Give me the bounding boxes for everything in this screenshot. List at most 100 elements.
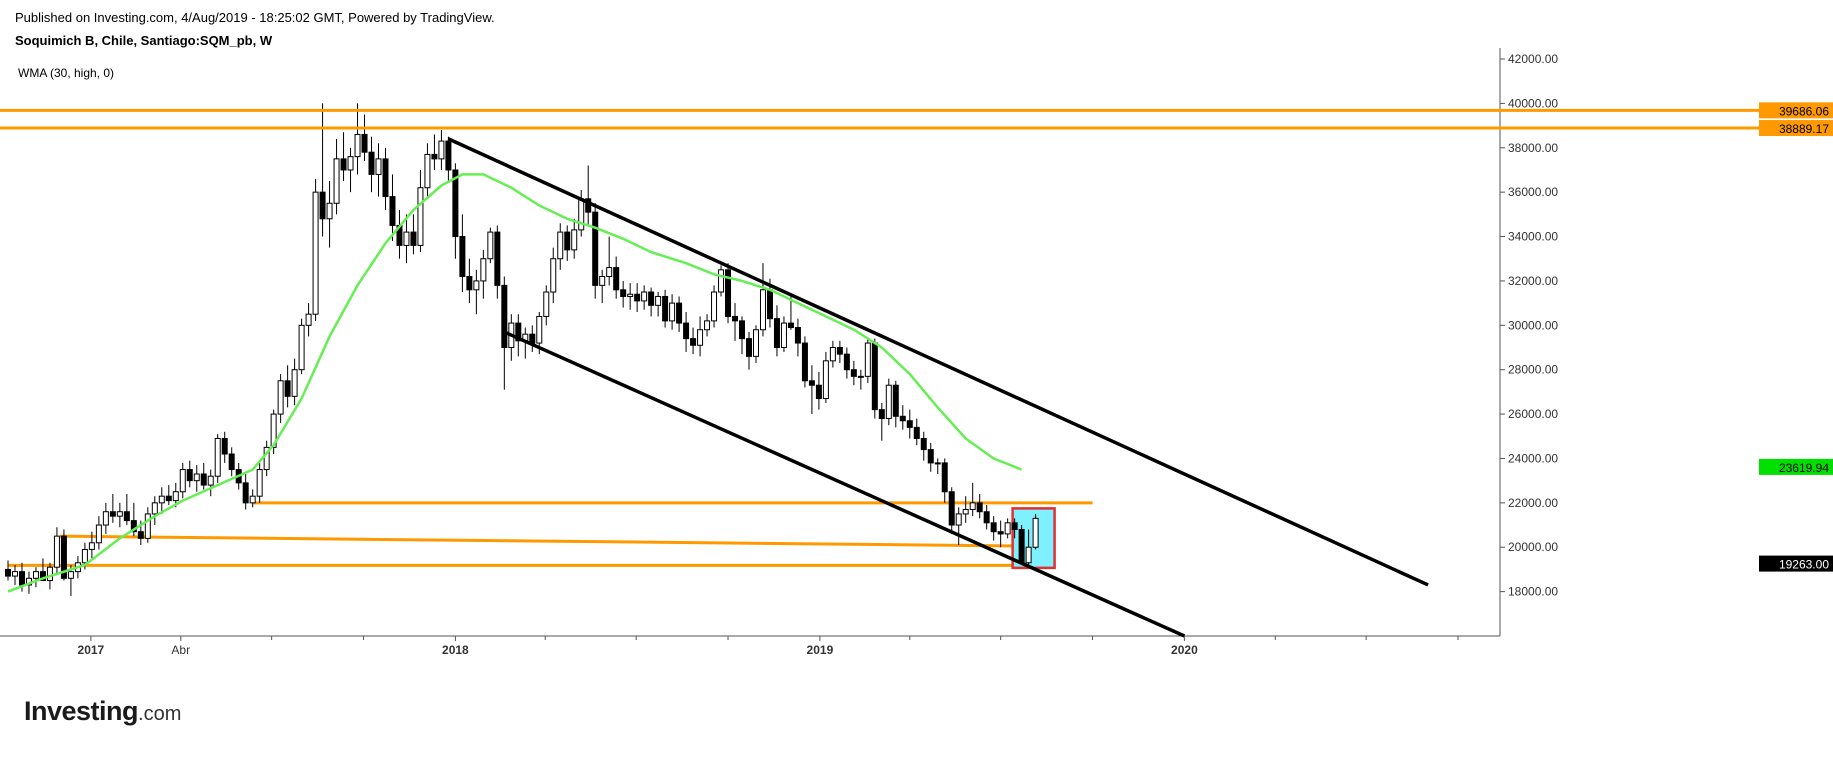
candle-down <box>725 269 732 317</box>
candle-down <box>501 284 508 349</box>
y-tick-label: 24000.00 <box>1508 451 1558 465</box>
x-tick-label: 2018 <box>442 643 469 657</box>
candle-down <box>18 571 25 586</box>
candle-up <box>326 202 333 220</box>
wma-layer <box>7 173 1023 593</box>
candle-down <box>745 338 752 357</box>
candle-down <box>109 511 116 517</box>
candle-down <box>906 420 913 428</box>
y-tick-label: 28000.00 <box>1508 363 1558 377</box>
candle-up <box>207 475 214 486</box>
candle-up <box>480 258 487 282</box>
candle-down <box>801 342 808 382</box>
candle-down <box>892 384 899 417</box>
candle-up <box>934 462 941 465</box>
candle-down <box>382 158 389 198</box>
candle-down <box>913 426 920 439</box>
candle-up <box>885 384 892 420</box>
x-tick-label: 2020 <box>1171 643 1198 657</box>
candle-down <box>878 409 885 420</box>
candle-up <box>599 275 606 286</box>
candle-down <box>389 196 396 226</box>
candle-up <box>962 509 969 515</box>
channel-line <box>447 137 1429 587</box>
candle-down <box>445 140 452 171</box>
candle-up <box>67 571 74 579</box>
candle-up <box>151 502 158 515</box>
candle-down <box>60 535 67 579</box>
candle-up <box>752 329 759 357</box>
candle-up <box>571 229 578 251</box>
candle-up <box>655 295 662 306</box>
y-tick-label: 22000.00 <box>1508 496 1558 510</box>
candle-down <box>676 302 683 324</box>
candle-down <box>690 338 697 346</box>
candle-up <box>969 502 976 511</box>
y-tick-label: 20000.00 <box>1508 540 1558 554</box>
candle-up <box>88 542 95 550</box>
candle-down <box>5 568 11 577</box>
candle-down <box>242 482 249 504</box>
candle-down <box>39 571 46 582</box>
logo-main-text: Investing <box>24 696 139 726</box>
x-tick-label: 2019 <box>807 643 834 657</box>
candle-up <box>298 324 305 371</box>
y-tick-label: 32000.00 <box>1508 274 1558 288</box>
candle-up <box>487 231 494 260</box>
candle-up <box>759 289 766 331</box>
candle-up <box>1032 517 1039 548</box>
candle-up <box>102 511 109 526</box>
candle-up <box>718 269 725 293</box>
candle-down <box>340 158 347 171</box>
candle-down <box>941 462 948 493</box>
published-line: Published on Investing.com, 4/Aug/2019 -… <box>15 10 495 25</box>
candle-up <box>1004 522 1011 535</box>
candle-down <box>123 511 130 522</box>
candle-up <box>780 322 787 349</box>
candle-down <box>850 369 857 377</box>
candle-down <box>361 133 368 153</box>
candle-down <box>997 531 1004 535</box>
candle-down <box>1011 522 1018 530</box>
candle-up <box>291 369 298 397</box>
candle-down <box>871 342 878 411</box>
candle-down <box>410 231 417 246</box>
candle-up <box>711 291 718 322</box>
resistance-price-label: 38889.17 <box>1779 122 1829 136</box>
candle-down <box>634 293 641 302</box>
candle-up <box>263 446 270 471</box>
candle-up <box>403 231 410 246</box>
candle-down <box>787 322 794 329</box>
candle-down <box>620 289 627 297</box>
candle-up <box>144 513 151 539</box>
resistance-price-tag <box>1759 120 1833 137</box>
price-labels: 39686.06 38889.17 23619.94 19263.00 <box>1759 102 1833 572</box>
candle-down <box>452 169 459 238</box>
candle-down <box>773 318 780 348</box>
wma-price-label: 23619.94 <box>1779 461 1829 475</box>
candle-up <box>11 571 18 577</box>
candle-up <box>578 198 585 231</box>
y-tick-label: 18000.00 <box>1508 585 1558 599</box>
candle-down <box>494 231 501 286</box>
last-price-tag <box>1759 555 1833 572</box>
candle-up <box>424 153 431 189</box>
candle-up <box>829 347 836 362</box>
y-tick-label: 34000.00 <box>1508 230 1558 244</box>
candle-up <box>550 258 557 293</box>
support-line <box>59 534 1031 548</box>
candle-up <box>417 187 424 246</box>
candle-up <box>172 491 179 502</box>
candle-down <box>808 380 815 386</box>
candle-down <box>431 153 438 160</box>
y-tick-label: 42000.00 <box>1508 52 1558 66</box>
indicator-legend: WMA (30, high, 0) <box>18 66 115 80</box>
candle-down <box>683 322 690 340</box>
candle-up <box>473 280 480 291</box>
candle-down <box>284 380 291 397</box>
candle-up <box>270 413 277 448</box>
candle-up <box>354 133 361 158</box>
wma-line <box>7 173 1023 593</box>
candle-down <box>927 449 934 464</box>
